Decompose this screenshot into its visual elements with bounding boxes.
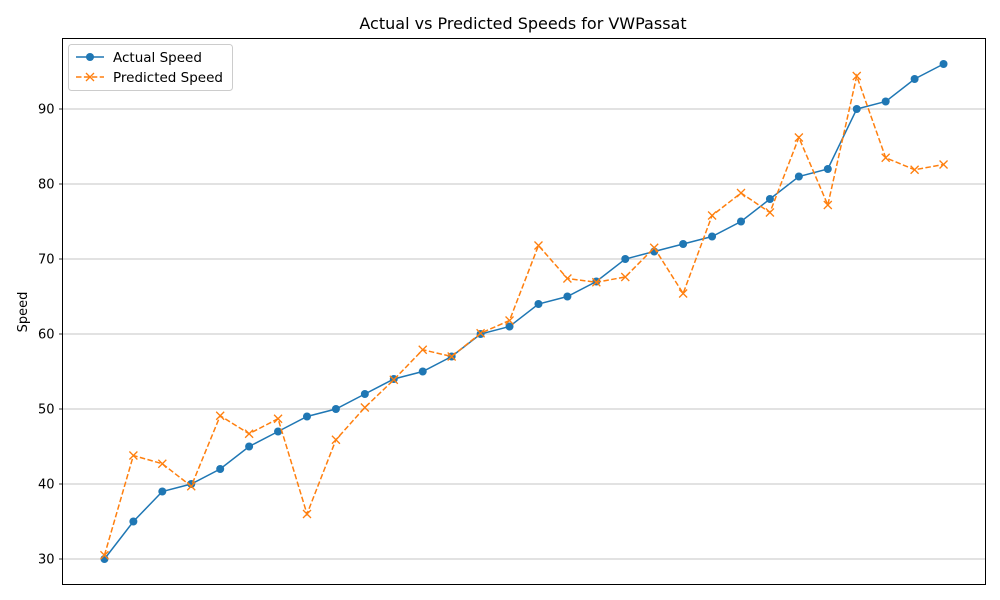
series-2-point (823, 200, 833, 210)
legend-label: Predicted Speed (113, 70, 223, 86)
series-2-point (534, 241, 543, 250)
legend-label: Actual Speed (113, 50, 202, 66)
series-1-point (331, 405, 340, 413)
series-2-point (562, 274, 572, 283)
series-2-point (591, 277, 601, 287)
y-tick-label: 70 (38, 253, 55, 268)
series-2-point (881, 153, 891, 163)
series-1-point (245, 442, 254, 451)
series-2-point (649, 243, 659, 253)
series-2-point (852, 71, 862, 81)
series-1-point (360, 390, 369, 398)
series-1-point (679, 240, 688, 248)
y-tick-label: 40 (38, 478, 55, 493)
legend-frame (68, 44, 233, 91)
series-1-point (708, 232, 717, 241)
series-2-point (389, 375, 399, 385)
series-1-point (534, 300, 543, 308)
series-2-point (331, 435, 341, 445)
y-tick-label: 90 (38, 103, 55, 118)
series-2-point (273, 414, 283, 424)
series-2-point (157, 459, 167, 469)
y-axis-label: Speed (16, 292, 31, 333)
series-1-point (129, 517, 138, 526)
series-1-point (158, 487, 167, 496)
series-1-point (563, 292, 572, 301)
series-2-point (302, 509, 312, 519)
series-2-point (447, 352, 457, 361)
series-2-point (678, 289, 688, 298)
series-2-point (215, 411, 225, 421)
tick-layer: 30 40 50 60 70 80 90 (38, 103, 63, 568)
series-1-point (302, 412, 311, 421)
series-2-point (794, 133, 804, 142)
series-1-point (418, 367, 427, 376)
series-1-point (939, 60, 948, 68)
series-2-point (620, 272, 630, 282)
series-2-point (244, 429, 254, 439)
series-1-point (794, 172, 803, 181)
series-1-point (100, 555, 109, 563)
series-2-point (99, 550, 109, 560)
grid-layer (62, 108, 986, 560)
series-line-1 (103, 63, 944, 560)
y-tick-label: 50 (38, 403, 55, 418)
series-2-point (418, 345, 428, 355)
series-layer (99, 60, 949, 563)
series-1-point (216, 465, 225, 473)
y-tick-label: 30 (38, 553, 55, 568)
series-2-point (128, 451, 138, 460)
series-2-point (910, 165, 920, 175)
series-2-point (360, 403, 370, 412)
y-tick-label: 80 (38, 178, 55, 193)
series-1-point (852, 105, 861, 113)
series-1-point (910, 75, 919, 83)
series-1-point (274, 427, 283, 436)
series-1-point (737, 217, 746, 226)
series-line-2 (103, 73, 944, 556)
plot-area-frame (62, 38, 986, 585)
series-2-point (736, 188, 746, 198)
series-2-point (939, 160, 949, 169)
legend: Actual Speed Predicted Speed (68, 44, 233, 91)
series-2-point (476, 328, 486, 338)
series-1-point (881, 97, 890, 106)
series-2-point (707, 211, 717, 220)
legend-marker-x (85, 72, 95, 82)
series-2-point (765, 208, 775, 217)
series-1-point (765, 195, 774, 203)
y-tick-label: 60 (38, 328, 55, 343)
series-1-point (505, 322, 514, 331)
chart-title: Actual vs Predicted Speeds for VWPassat (359, 14, 686, 33)
series-2-point (505, 316, 514, 325)
series-2-point (186, 481, 196, 491)
series-1-point (621, 255, 630, 263)
series-1-point (823, 165, 832, 173)
legend-marker-circle (86, 53, 94, 61)
